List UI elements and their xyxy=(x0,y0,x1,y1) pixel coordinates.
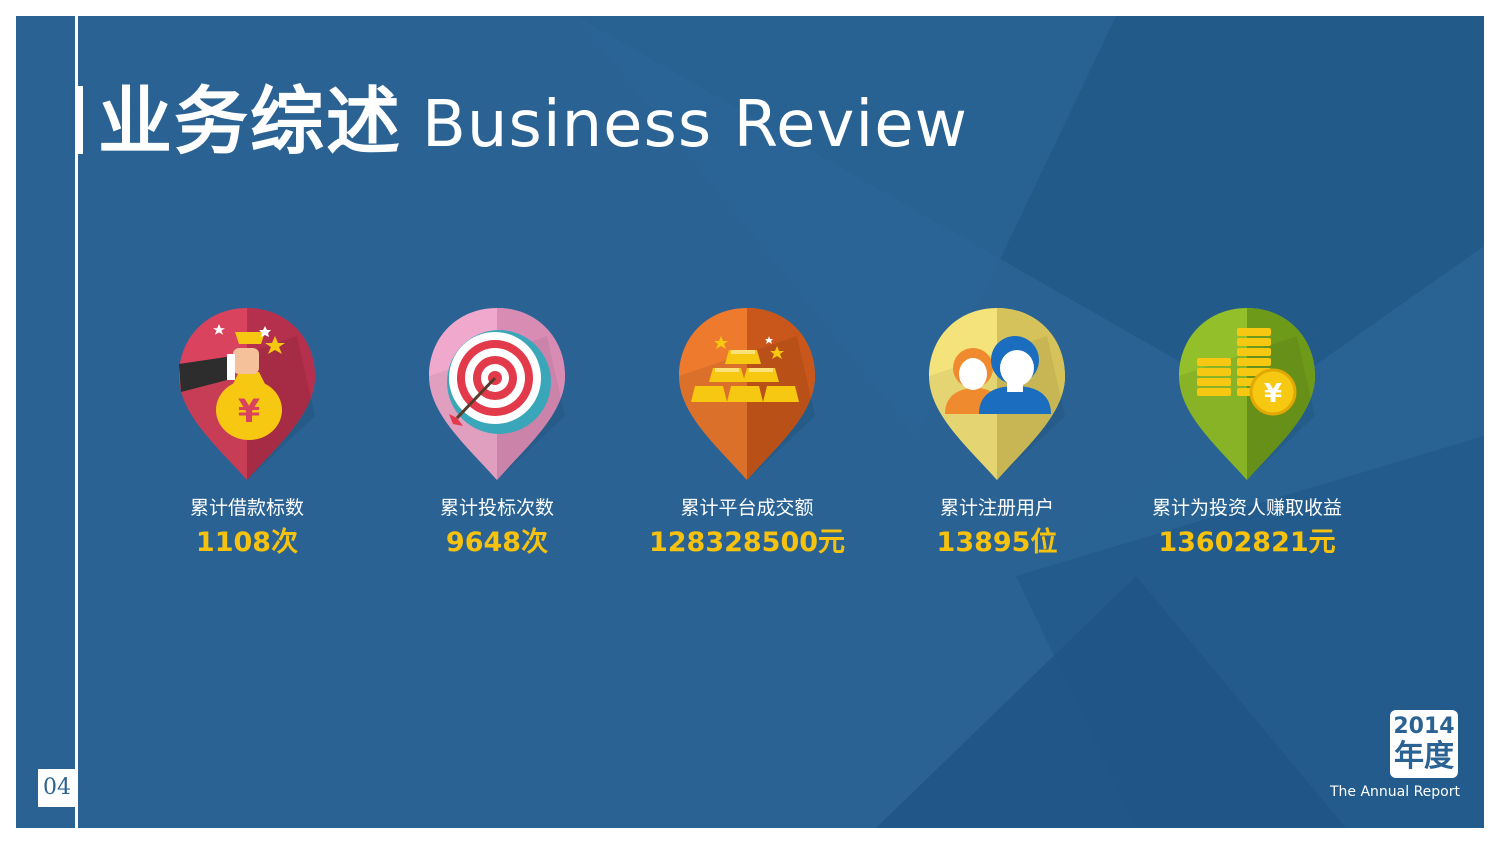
metric-value: 13895位 xyxy=(936,527,1058,558)
metric-label: 累计为投资人赚取收益 xyxy=(1151,497,1342,519)
svg-text:¥: ¥ xyxy=(1264,379,1282,409)
badge-year-suffix: 年度 xyxy=(1394,739,1454,774)
title-english: Business Review xyxy=(422,88,968,162)
money-bag-icon: ¥ xyxy=(179,308,315,480)
target-icon xyxy=(429,308,565,480)
metric-label: 累计平台成交额 xyxy=(680,497,814,519)
title-accent-bar xyxy=(77,86,83,154)
metric-loans: ¥ 累计借款标数 1108次 xyxy=(117,306,377,560)
metric-label: 累计投标次数 xyxy=(439,497,554,519)
metric-value: 13602821元 xyxy=(1158,527,1336,558)
slide: 业务综述 Business Review ¥ 累计借款标数 1108次 xyxy=(16,16,1484,828)
metric-label: 累计借款标数 xyxy=(189,497,304,519)
users-icon xyxy=(929,308,1065,480)
year-badge: 2014 年度 xyxy=(1390,710,1458,778)
badge-year: 2014 xyxy=(1393,714,1455,739)
metric-users: 累计注册用户 13895位 xyxy=(867,306,1127,560)
metric-bids: 累计投标次数 9648次 xyxy=(367,306,627,560)
metric-value: 9648次 xyxy=(445,527,549,558)
metric-value: 1108次 xyxy=(195,527,299,558)
svg-text:¥: ¥ xyxy=(238,392,260,430)
page-number: 04 xyxy=(38,769,76,807)
metric-label: 累计注册用户 xyxy=(939,497,1054,519)
coins-icon: ¥ xyxy=(1179,308,1315,480)
gold-bars-icon xyxy=(679,308,815,480)
metric-value: 128328500元 xyxy=(648,527,846,558)
left-vertical-line xyxy=(75,16,78,828)
metric-earnings: ¥ 累计为投资人赚取收益 13602821元 xyxy=(1117,306,1377,560)
metric-turnover: 累计平台成交额 128328500元 xyxy=(617,306,877,560)
title-chinese: 业务综述 xyxy=(98,79,402,165)
annual-report-caption: The Annual Report xyxy=(1329,784,1460,800)
